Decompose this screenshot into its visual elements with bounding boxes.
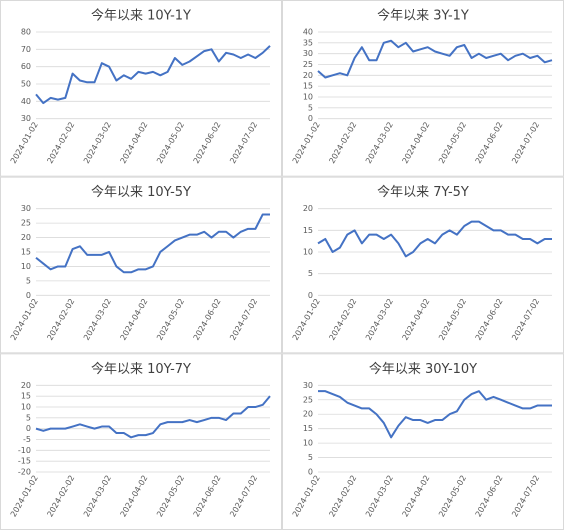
y-tick-label: 10 bbox=[303, 93, 313, 102]
y-tick-label: 40 bbox=[21, 97, 31, 106]
data-line bbox=[35, 45, 271, 105]
y-tick-label: 20 bbox=[303, 71, 313, 80]
y-tick-label: 30 bbox=[21, 204, 31, 213]
y-tick-label: 0 bbox=[26, 424, 31, 433]
y-tick-label: 20 bbox=[303, 204, 313, 213]
y-tick-label: 5 bbox=[26, 413, 31, 422]
y-tick-label: 15 bbox=[303, 82, 313, 91]
y-tick-label: 20 bbox=[21, 381, 31, 390]
data-line bbox=[318, 390, 552, 439]
y-tick-label: 5 bbox=[308, 103, 313, 112]
y-tick-label: 20 bbox=[303, 410, 313, 419]
y-tick-label: 10 bbox=[303, 248, 313, 257]
y-tick-label: -15 bbox=[18, 457, 31, 466]
chart-title: 今年以来 30Y-10Y bbox=[369, 361, 477, 377]
panel-border bbox=[0, 0, 282, 177]
y-tick-label: 30 bbox=[303, 49, 313, 58]
y-tick-label: 25 bbox=[303, 60, 313, 69]
panel-border bbox=[0, 176, 282, 354]
panel-border bbox=[282, 0, 564, 177]
chart-panel: 今年以来 10Y-7Y-20-15-10-5051015202024-01-02… bbox=[0, 353, 282, 530]
data-line bbox=[317, 39, 553, 79]
y-tick-label: 10 bbox=[21, 403, 31, 412]
y-tick-label: 15 bbox=[21, 248, 31, 257]
panel-border bbox=[282, 353, 564, 530]
y-tick-label: -10 bbox=[18, 446, 31, 455]
data-line bbox=[35, 213, 270, 274]
y-tick-label: 10 bbox=[303, 439, 313, 448]
y-tick-label: 35 bbox=[303, 38, 313, 47]
y-tick-label: 0 bbox=[308, 114, 313, 123]
y-tick-label: 20 bbox=[21, 233, 31, 242]
y-tick-label: 5 bbox=[308, 453, 313, 462]
chart-title: 今年以来 3Y-1Y bbox=[377, 8, 469, 24]
y-tick-label: 25 bbox=[303, 395, 313, 404]
y-tick-label: 50 bbox=[21, 80, 31, 89]
data-line bbox=[317, 220, 552, 258]
y-tick-label: 40 bbox=[303, 28, 313, 37]
y-tick-label: 10 bbox=[21, 262, 31, 271]
chart-title: 今年以来 10Y-5Y bbox=[91, 184, 191, 200]
y-tick-label: -20 bbox=[18, 468, 31, 477]
chart-title: 今年以来 7Y-5Y bbox=[377, 184, 469, 200]
chart-title: 今年以来 10Y-1Y bbox=[91, 8, 191, 24]
y-tick-label: 30 bbox=[303, 381, 313, 390]
y-tick-label: -5 bbox=[23, 435, 31, 444]
y-tick-label: 15 bbox=[303, 226, 313, 235]
y-tick-label: 5 bbox=[26, 276, 31, 285]
y-tick-label: 0 bbox=[26, 291, 31, 300]
panel-border bbox=[0, 353, 282, 530]
panel-border bbox=[282, 176, 564, 354]
y-tick-label: 0 bbox=[308, 291, 313, 300]
y-tick-label: 0 bbox=[308, 468, 313, 477]
y-tick-label: 80 bbox=[21, 28, 31, 37]
y-tick-label: 15 bbox=[303, 424, 313, 433]
y-tick-label: 60 bbox=[21, 62, 31, 71]
data-line bbox=[35, 395, 271, 439]
y-tick-label: 5 bbox=[308, 269, 313, 278]
y-tick-label: 15 bbox=[21, 392, 31, 401]
chart-title: 今年以来 10Y-7Y bbox=[91, 361, 191, 377]
y-tick-label: 70 bbox=[21, 45, 31, 54]
y-tick-label: 25 bbox=[21, 219, 31, 228]
y-tick-label: 30 bbox=[21, 114, 31, 123]
